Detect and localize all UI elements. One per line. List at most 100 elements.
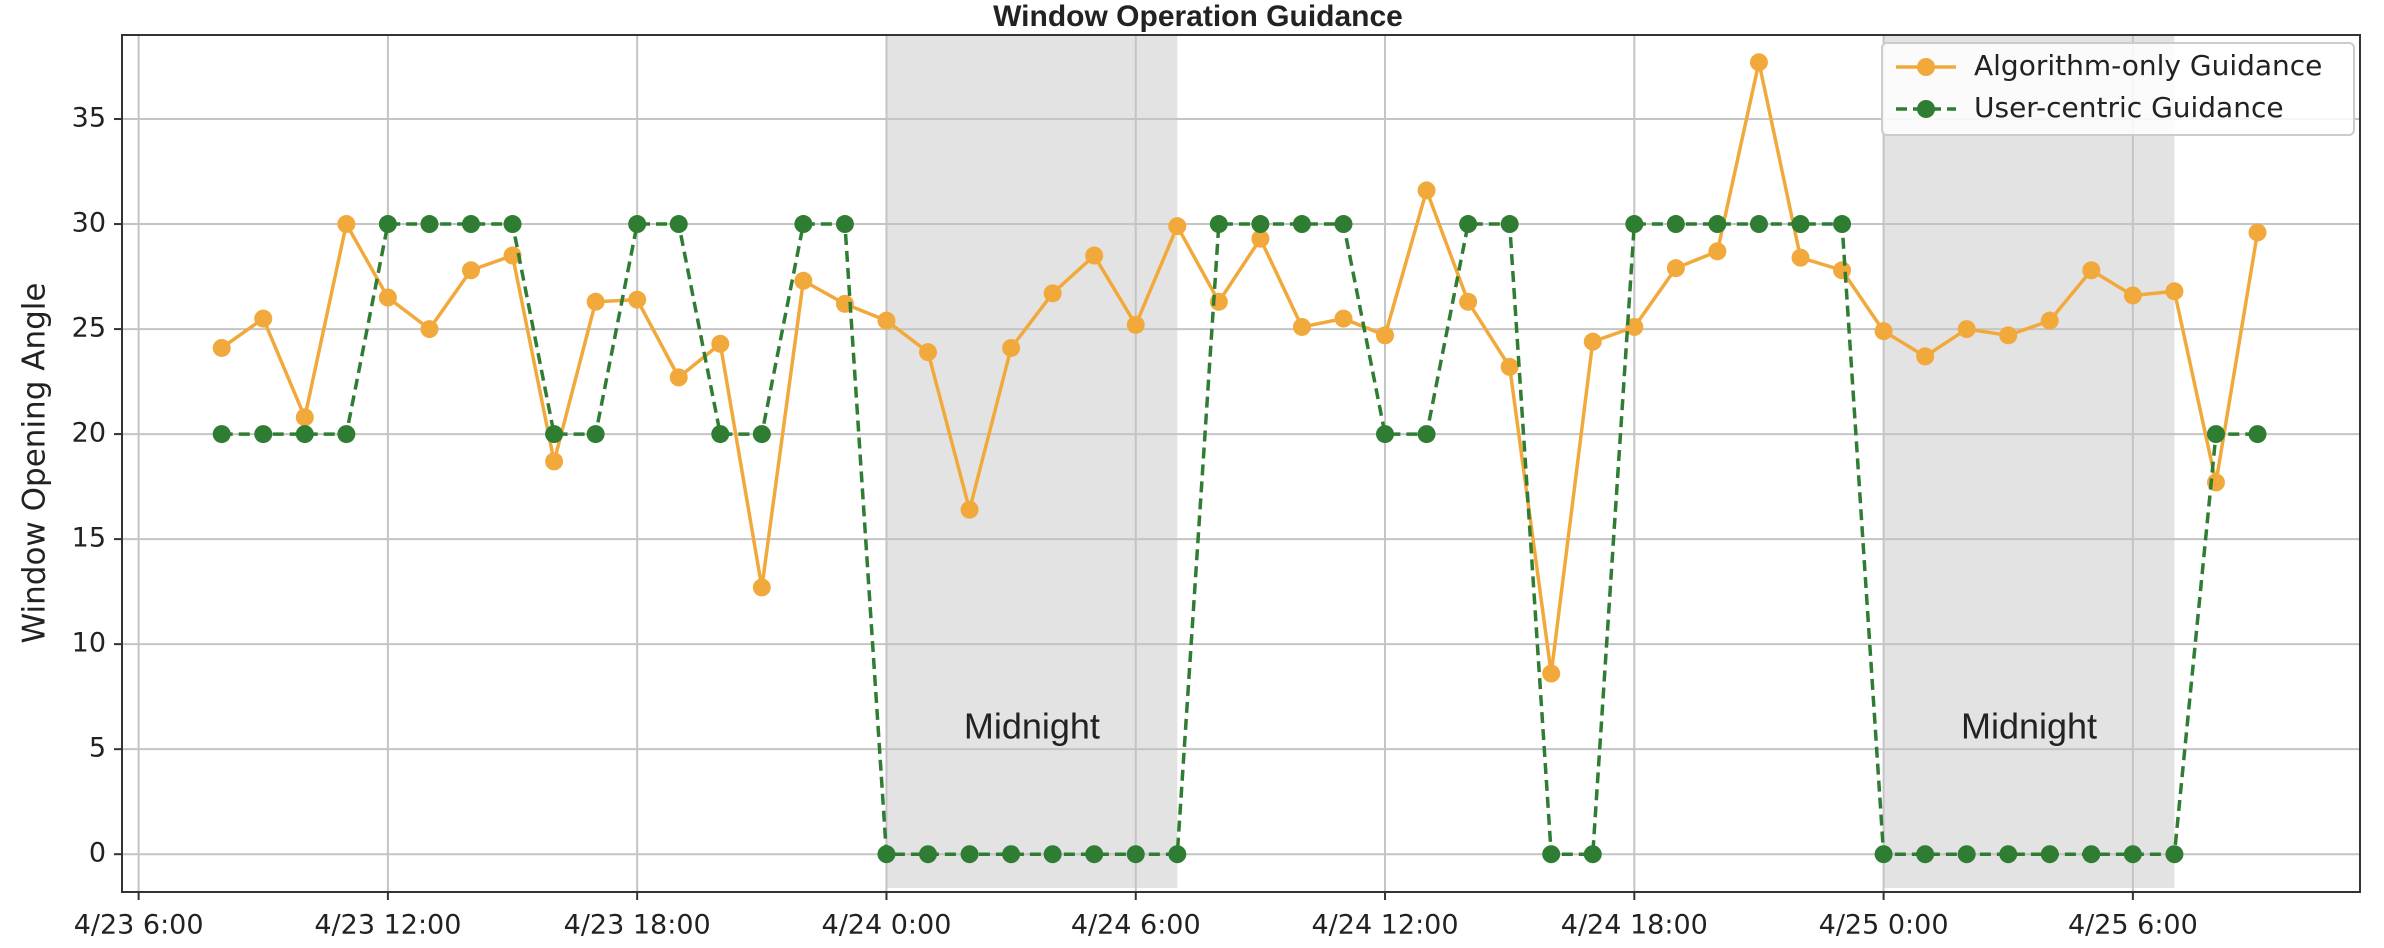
data-point xyxy=(794,271,813,290)
data-point xyxy=(1168,845,1187,864)
data-point xyxy=(1459,215,1478,234)
data-point xyxy=(461,215,480,234)
data-point xyxy=(2206,425,2225,444)
x-tick-label: 4/24 12:00 xyxy=(1312,910,1459,941)
data-point xyxy=(960,845,979,864)
data-point xyxy=(1417,425,1436,444)
y-tick-label: 20 xyxy=(72,418,106,449)
data-point xyxy=(1542,664,1561,683)
data-point xyxy=(378,215,397,234)
data-point xyxy=(1334,215,1353,234)
data-point xyxy=(1999,845,2018,864)
region-label: Midnight xyxy=(964,706,1100,747)
data-point xyxy=(1043,284,1062,303)
data-point xyxy=(919,845,938,864)
data-point xyxy=(545,452,564,471)
plot-frame xyxy=(121,34,2361,893)
region-label: Midnight xyxy=(1961,706,2097,747)
data-point xyxy=(586,292,605,311)
data-point xyxy=(960,500,979,519)
data-point xyxy=(1542,845,1561,864)
y-tick-label: 15 xyxy=(72,523,106,554)
x-tick-label: 4/23 18:00 xyxy=(564,910,711,941)
data-point xyxy=(1957,320,1976,339)
data-point xyxy=(1666,215,1685,234)
x-tick-label: 4/25 0:00 xyxy=(1819,910,1949,941)
data-point xyxy=(1126,315,1145,334)
x-tick-label: 4/23 12:00 xyxy=(314,910,461,941)
x-tick-label: 4/24 18:00 xyxy=(1561,910,1708,941)
data-point xyxy=(1251,215,1270,234)
x-tick-label: 4/24 6:00 xyxy=(1071,910,1201,941)
data-point xyxy=(1002,338,1021,357)
data-point xyxy=(1209,215,1228,234)
data-point xyxy=(1251,229,1270,248)
data-point xyxy=(1334,309,1353,328)
data-point xyxy=(877,845,896,864)
data-point xyxy=(254,309,273,328)
data-point xyxy=(420,215,439,234)
data-point xyxy=(1126,845,1145,864)
data-point xyxy=(2040,311,2059,330)
data-point xyxy=(1459,292,1478,311)
data-point xyxy=(1791,215,1810,234)
y-tick-label: 25 xyxy=(72,313,106,344)
y-axis-label: Window Opening Angle xyxy=(17,283,53,644)
data-point xyxy=(1916,347,1935,366)
legend: Algorithm-only Guidance User-centric Guid… xyxy=(1881,42,2355,136)
chart-title: Window Operation Guidance xyxy=(993,0,1403,33)
data-point xyxy=(1749,53,1768,72)
data-point xyxy=(1833,261,1852,280)
data-point xyxy=(1500,357,1519,376)
data-point xyxy=(2248,223,2267,242)
data-point xyxy=(1625,215,1644,234)
data-point xyxy=(1874,845,1893,864)
legend-label: Algorithm-only Guidance xyxy=(1974,49,2322,82)
x-tick-label: 4/24 0:00 xyxy=(822,910,952,941)
data-point xyxy=(337,215,356,234)
data-point xyxy=(2082,261,2101,280)
data-point xyxy=(1791,248,1810,267)
data-point xyxy=(1292,317,1311,336)
data-point xyxy=(420,320,439,339)
data-point xyxy=(1085,845,1104,864)
legend-marker xyxy=(1917,100,1935,118)
data-point xyxy=(919,343,938,362)
data-point xyxy=(1916,845,1935,864)
data-point xyxy=(461,261,480,280)
data-point xyxy=(628,290,647,309)
y-tick-label: 10 xyxy=(72,628,106,659)
data-point xyxy=(1002,845,1021,864)
data-point xyxy=(794,215,813,234)
data-point xyxy=(254,425,273,444)
data-point xyxy=(503,215,522,234)
data-point xyxy=(711,334,730,353)
data-point xyxy=(337,425,356,444)
legend-box xyxy=(1881,42,2355,136)
data-point xyxy=(1376,425,1395,444)
data-point xyxy=(1874,322,1893,341)
data-point xyxy=(1833,215,1852,234)
data-point xyxy=(2082,845,2101,864)
y-tick-label: 5 xyxy=(89,733,106,764)
data-point xyxy=(669,368,688,387)
data-point xyxy=(1500,215,1519,234)
data-point xyxy=(711,425,730,444)
data-point xyxy=(1168,217,1187,236)
data-point xyxy=(1583,332,1602,351)
data-point xyxy=(295,408,314,427)
data-point xyxy=(1583,845,1602,864)
data-point xyxy=(1292,215,1311,234)
data-point xyxy=(2123,286,2142,305)
data-point xyxy=(1708,242,1727,261)
data-point xyxy=(295,425,314,444)
shaded-region xyxy=(886,35,1178,888)
data-point xyxy=(1666,259,1685,278)
data-point xyxy=(1376,326,1395,345)
data-point xyxy=(1999,326,2018,345)
data-point xyxy=(2248,425,2267,444)
data-point xyxy=(1708,215,1727,234)
shaded-region xyxy=(1883,35,2175,888)
data-point xyxy=(877,311,896,330)
